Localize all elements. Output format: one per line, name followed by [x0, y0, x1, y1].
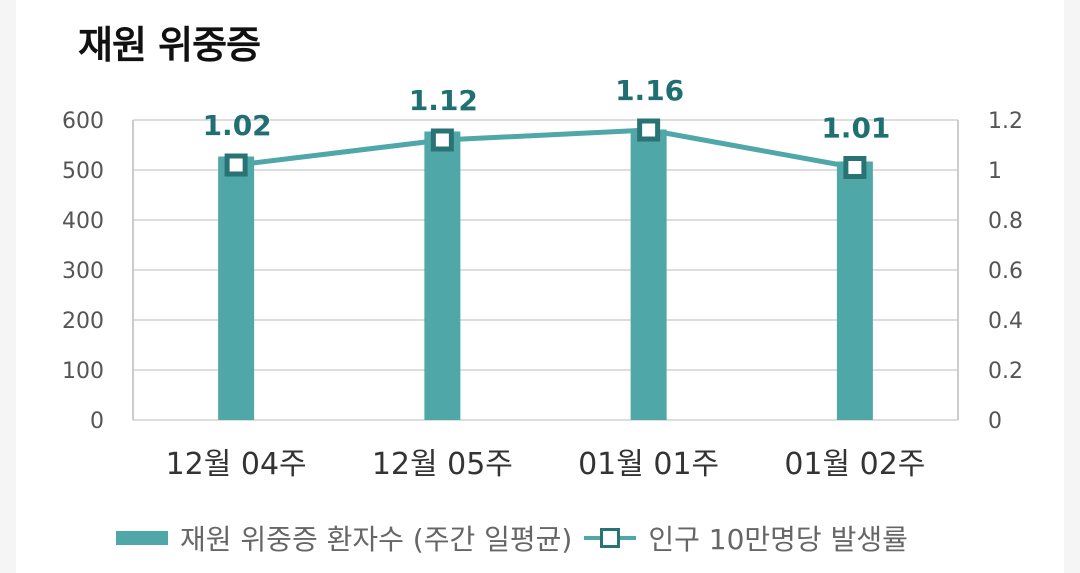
y-right-tick-label: 0.8 [988, 209, 1023, 234]
y-left-tick-label: 0 [90, 409, 104, 434]
line-series [235, 127, 856, 170]
line-marker [224, 153, 248, 177]
y-right-tick-label: 1 [988, 159, 1002, 184]
line-marker [843, 156, 867, 179]
x-category-label: 12월 04주 [166, 447, 307, 482]
data-label: 1.02 [203, 109, 272, 142]
bar [630, 129, 667, 420]
x-category-label: 01월 01주 [578, 447, 719, 482]
y-right-tick-label: 0.6 [988, 259, 1023, 284]
chart-card: 재원 위중증 [16, 0, 1064, 573]
line-marker [430, 128, 454, 152]
legend-item-bar: 재원 위중증 환자수 (주간 일평균) [116, 518, 572, 558]
legend-line-swatch [584, 526, 637, 550]
y-left-tick-label: 500 [62, 159, 104, 184]
y-left-tick-label: 200 [62, 309, 104, 334]
data-label: 1.01 [821, 112, 890, 145]
line-marker [637, 118, 661, 142]
y-right-tick-label: 0.4 [988, 309, 1023, 334]
legend-item-line: 인구 10만명당 발생률 [584, 518, 908, 558]
x-category-label: 01월 02주 [784, 447, 925, 482]
data-label: 1.16 [615, 74, 684, 107]
y-right-tick-label: 1.2 [988, 109, 1023, 134]
data-label: 1.12 [409, 84, 478, 117]
legend-bar-swatch [116, 531, 168, 545]
y-left-tick-label: 300 [62, 259, 104, 284]
bar [424, 131, 461, 420]
y-left-tick-label: 400 [62, 209, 104, 234]
y-right-tick-label: 0.2 [988, 359, 1023, 384]
x-category-label: 12월 05주 [372, 447, 513, 482]
chart-title: 재원 위중증 [78, 23, 261, 67]
bar [836, 161, 873, 420]
bar [218, 156, 255, 420]
legend-line-label: 인구 10만명당 발생률 [648, 523, 908, 556]
y-left-tick-label: 100 [62, 359, 104, 384]
legend-bar-label: 재원 위중증 환자수 (주간 일평균) [180, 523, 573, 556]
legend: 재원 위중증 환자수 (주간 일평균) 인구 10만명당 발생률 [116, 518, 908, 558]
y-left-tick-label: 600 [62, 109, 104, 134]
chart-svg: 0 100 200 300 400 500 600 0 0.2 0.4 0.6 0.8 1 1.2 12월 … [62, 74, 1023, 482]
y-right-tick-label: 0 [988, 409, 1002, 434]
